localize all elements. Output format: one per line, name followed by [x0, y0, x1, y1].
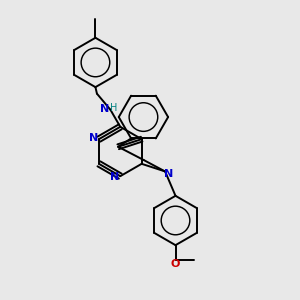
- Text: N: N: [89, 133, 98, 143]
- Text: O: O: [171, 259, 180, 269]
- Text: N: N: [164, 169, 174, 179]
- Text: H: H: [110, 103, 118, 112]
- Text: N: N: [110, 172, 120, 182]
- Text: N: N: [100, 104, 110, 114]
